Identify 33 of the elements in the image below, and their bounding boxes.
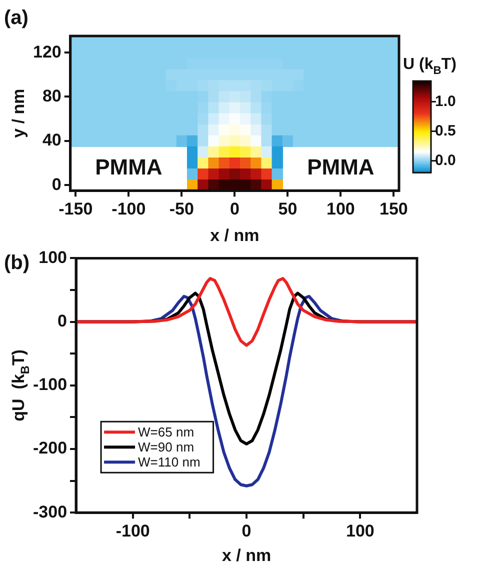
x-axis-title: x / nm bbox=[222, 546, 272, 565]
y-tick-label: 100 bbox=[38, 248, 68, 267]
chart-title: (b) bbox=[4, 252, 30, 274]
x-tick-label: 0 bbox=[230, 199, 240, 218]
annotation: PMMA bbox=[307, 154, 374, 180]
legend-label: W=110 nm bbox=[138, 454, 200, 470]
y-axis-title: qU (kBT) bbox=[9, 349, 32, 422]
x-tick-label: 100 bbox=[326, 199, 355, 218]
y-tick-label: -300 bbox=[32, 502, 68, 522]
x-tick-label: -150 bbox=[58, 199, 93, 218]
color-bar-label: 1.0 bbox=[435, 92, 456, 110]
x-tick-label: -100 bbox=[116, 521, 150, 540]
color-bar-label: 0.5 bbox=[435, 122, 456, 140]
y-axis-title: y / nm bbox=[9, 88, 28, 138]
y-tick-label: 80 bbox=[42, 86, 62, 106]
y-tick-label: -200 bbox=[32, 438, 68, 458]
y-tick-label: 0 bbox=[58, 311, 68, 330]
x-tick-label: -100 bbox=[112, 199, 146, 218]
annotation: PMMA bbox=[95, 154, 162, 180]
legend-label: W=65 nm bbox=[138, 424, 194, 440]
y-tick-label: 40 bbox=[42, 130, 62, 150]
color-bar-label: 0.0 bbox=[435, 152, 456, 169]
legend-label: W=90 nm bbox=[138, 440, 194, 455]
x-tick-label: -50 bbox=[169, 199, 194, 218]
x-tick-label: 150 bbox=[380, 199, 408, 218]
y-tick-label: 120 bbox=[32, 42, 62, 62]
x-tick-label: 0 bbox=[242, 521, 252, 540]
y-tick-label: 0 bbox=[52, 174, 62, 194]
y-tick-label: -100 bbox=[32, 375, 68, 394]
chart-title: (a) bbox=[4, 7, 28, 29]
x-tick-label: 100 bbox=[346, 521, 374, 540]
x-tick-label: 50 bbox=[278, 199, 298, 218]
x-axis-title: x / nm bbox=[210, 226, 260, 245]
